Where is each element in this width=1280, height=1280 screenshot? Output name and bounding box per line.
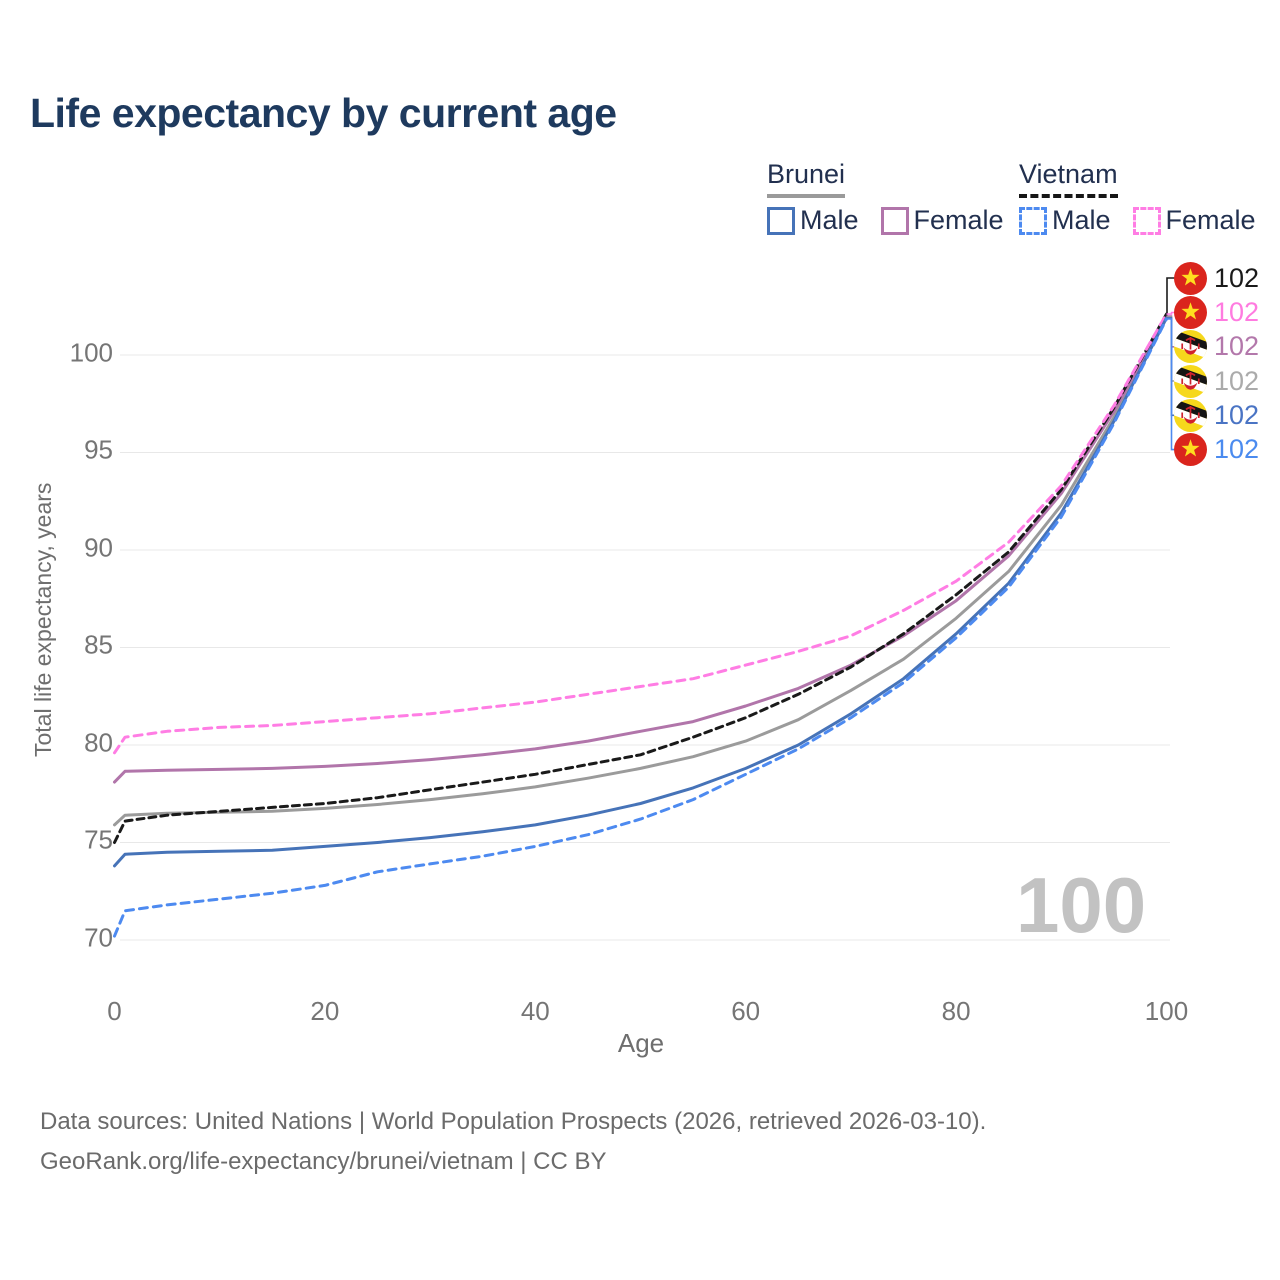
legend-group-vietnam: Vietnam Male Female bbox=[1019, 159, 1278, 236]
series-line-brunei-male bbox=[113, 316, 1168, 868]
end-label-vietnam-male[interactable]: 102 bbox=[1174, 433, 1259, 467]
end-value-brunei-total: 102 bbox=[1214, 365, 1260, 396]
x-tick-80: 80 bbox=[941, 996, 971, 1026]
series-line-vietnam bbox=[113, 312, 1168, 844]
x-tick-60: 60 bbox=[731, 996, 761, 1026]
y-tick-95: 95 bbox=[84, 434, 113, 465]
y-tick-100: 100 bbox=[69, 337, 113, 367]
x-axis-title: Age bbox=[617, 1028, 665, 1058]
legend-label-vietnam-male[interactable]: Male bbox=[1052, 205, 1111, 236]
y-tick-75: 75 bbox=[84, 824, 113, 855]
legend-heading-vietnam[interactable]: Vietnam bbox=[1019, 159, 1118, 198]
x-tick-100: 100 bbox=[1144, 996, 1189, 1026]
x-tick-40: 40 bbox=[520, 996, 550, 1026]
end-value-vietnam-female: 102 bbox=[1214, 297, 1260, 327]
y-tick-85: 85 bbox=[84, 629, 113, 660]
attribution-link-text[interactable]: GeoRank.org/life-expectancy/brunei/vietn… bbox=[40, 1148, 607, 1175]
y-tick-80: 80 bbox=[84, 727, 113, 757]
vietnam-flag-icon bbox=[1174, 433, 1207, 467]
y-tick-90: 90 bbox=[84, 532, 113, 562]
legend-swatch-vietnam-male[interactable] bbox=[1019, 206, 1047, 235]
series-line-vietnam-male bbox=[113, 317, 1168, 938]
legend-heading-brunei[interactable]: Brunei bbox=[767, 159, 846, 198]
brunei-flag-icon bbox=[1174, 364, 1207, 398]
end-value-vietnam-total: 102 bbox=[1214, 262, 1260, 293]
end-label-vietnam-female[interactable]: 102 bbox=[1174, 296, 1259, 330]
legend-label-brunei-male[interactable]: Male bbox=[800, 205, 859, 236]
end-label-brunei-total[interactable]: 102 bbox=[1174, 364, 1259, 398]
x-tick-0: 0 bbox=[107, 996, 122, 1026]
series-line-brunei-female bbox=[113, 314, 1168, 784]
legend-row-brunei: Male Female bbox=[767, 205, 1026, 236]
brunei-flag-icon bbox=[1174, 330, 1207, 364]
legend-label-vietnam-female[interactable]: Female bbox=[1165, 205, 1256, 236]
end-label-vietnam-total[interactable]: 102 bbox=[1174, 261, 1259, 295]
legend-row-vietnam: Male Female bbox=[1019, 205, 1278, 236]
legend-swatch-brunei-female[interactable] bbox=[880, 206, 909, 235]
end-value-brunei-male: 102 bbox=[1214, 399, 1260, 430]
x-tick-20: 20 bbox=[310, 996, 340, 1026]
end-value-brunei-female: 102 bbox=[1214, 331, 1260, 362]
legend-label-brunei-female[interactable]: Female bbox=[913, 205, 1004, 236]
brunei-flag-icon bbox=[1174, 398, 1207, 432]
vietnam-flag-icon bbox=[1174, 296, 1207, 329]
legend-swatch-brunei-male[interactable] bbox=[767, 206, 795, 235]
series-line-brunei bbox=[113, 315, 1168, 827]
legend-swatch-vietnam-female[interactable] bbox=[1132, 206, 1161, 235]
series-line-vietnam-female bbox=[113, 312, 1168, 755]
vietnam-flag-icon bbox=[1174, 261, 1207, 295]
legend-group-brunei: Brunei Male Female bbox=[767, 159, 1026, 236]
data-sources-text: Data sources: United Nations | World Pop… bbox=[40, 1108, 987, 1135]
chart-title: Life expectancy by current age bbox=[30, 90, 617, 136]
end-value-vietnam-male: 102 bbox=[1214, 434, 1260, 465]
y-axis-title: Total life expectancy, years bbox=[30, 482, 56, 758]
end-label-brunei-female[interactable]: 102 bbox=[1174, 330, 1259, 364]
y-tick-70: 70 bbox=[84, 922, 113, 952]
age-counter-watermark: 100 bbox=[1016, 861, 1147, 949]
end-label-brunei-male[interactable]: 102 bbox=[1174, 398, 1259, 432]
